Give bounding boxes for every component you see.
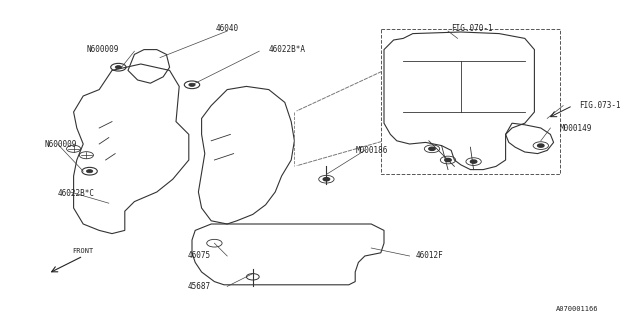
Circle shape [470,160,477,163]
Text: 46022B*C: 46022B*C [58,189,95,198]
Text: 45687: 45687 [188,282,211,291]
Text: 46012F: 46012F [416,252,444,260]
Circle shape [429,147,435,150]
Text: 46075: 46075 [188,252,211,260]
Text: N600009: N600009 [45,140,77,148]
Text: FIG.073-1: FIG.073-1 [579,101,621,110]
Text: FIG.070-1: FIG.070-1 [451,24,493,33]
Text: N600009: N600009 [86,45,118,54]
Text: FRONT: FRONT [72,248,94,254]
Text: M000186: M000186 [355,146,388,155]
Text: 46040: 46040 [216,24,239,33]
Circle shape [323,178,330,181]
Circle shape [86,170,93,173]
Circle shape [445,158,451,162]
Circle shape [115,66,122,69]
Text: 46022B*A: 46022B*A [269,45,306,54]
Text: A070001166: A070001166 [556,306,598,312]
Circle shape [538,144,544,147]
Text: M000149: M000149 [560,124,593,132]
Circle shape [189,83,195,86]
